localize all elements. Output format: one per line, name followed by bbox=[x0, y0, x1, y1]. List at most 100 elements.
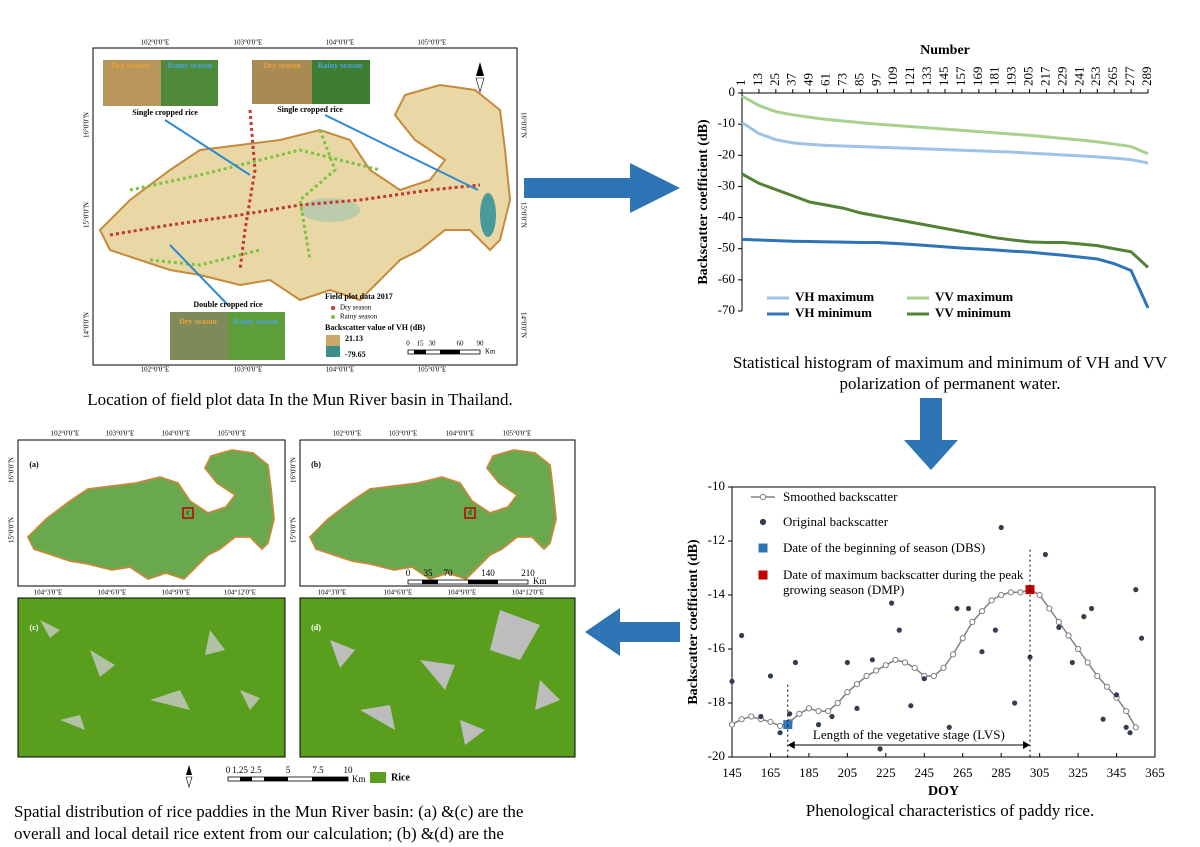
y-tick-label: -40 bbox=[718, 209, 735, 224]
lon-label: 104°9'0"E bbox=[162, 589, 191, 597]
scale-bar bbox=[414, 350, 426, 354]
scale-bar bbox=[264, 777, 288, 781]
flow-arrow bbox=[585, 608, 680, 656]
marker bbox=[1012, 700, 1018, 706]
scale-bar bbox=[440, 350, 460, 354]
lat-label: 15°0'0"N bbox=[290, 517, 298, 543]
north-arrow bbox=[475, 77, 485, 94]
x-tick-label: 289 bbox=[1139, 67, 1154, 87]
marker bbox=[969, 618, 976, 626]
marker bbox=[978, 608, 986, 615]
rice-maps: c d (a) (b) (c) (d) 102°0'0"E 103°0'0"E … bbox=[8, 430, 576, 789]
marker bbox=[877, 746, 883, 752]
north-arrow bbox=[186, 765, 192, 775]
marker bbox=[863, 672, 870, 680]
legend-dot bbox=[331, 306, 335, 310]
arrow-head bbox=[787, 741, 795, 749]
series-line bbox=[741, 94, 1149, 156]
lon-label: 104°12'0"E bbox=[512, 589, 544, 597]
marker bbox=[882, 662, 889, 669]
pointer bbox=[169, 244, 229, 306]
photo-caption: Single cropped rice bbox=[277, 105, 343, 114]
pointer bbox=[164, 119, 251, 176]
series-line bbox=[741, 172, 1150, 269]
marker bbox=[1133, 587, 1139, 593]
scale-label: 60 bbox=[457, 340, 465, 348]
marker bbox=[815, 722, 822, 728]
water bbox=[300, 198, 360, 222]
x-tick-label: 49 bbox=[801, 73, 816, 86]
scale-unit: Km bbox=[485, 348, 496, 356]
marker bbox=[950, 651, 957, 658]
caption: polarization of permanent water. bbox=[840, 374, 1061, 393]
scale-unit: Km bbox=[352, 774, 366, 784]
lon-label: 104°3'0"E bbox=[34, 589, 63, 597]
photo-label: Dry season bbox=[111, 61, 149, 70]
panel-label: (d) bbox=[311, 623, 321, 632]
y-tick-label: -50 bbox=[718, 240, 735, 255]
scale-label: 0 bbox=[406, 340, 410, 348]
marker bbox=[888, 600, 895, 606]
legend-dot bbox=[331, 315, 335, 319]
x-tick-label: 365 bbox=[1145, 765, 1165, 780]
marker bbox=[998, 591, 1005, 599]
x-tick-label: 73 bbox=[834, 73, 849, 86]
non-rice bbox=[330, 610, 560, 745]
lon-label: 103°0'0"E bbox=[234, 39, 263, 47]
x-tick-label: 97 bbox=[868, 73, 883, 87]
marker bbox=[1055, 618, 1062, 626]
marker bbox=[792, 659, 799, 666]
lon-label: 105°0'0"E bbox=[418, 39, 447, 47]
marker bbox=[896, 627, 902, 633]
scale-bar bbox=[422, 580, 438, 584]
photo bbox=[228, 312, 285, 360]
marker bbox=[844, 689, 851, 696]
marker bbox=[729, 678, 735, 685]
x-tick-label: 61 bbox=[818, 73, 833, 86]
marker bbox=[853, 681, 861, 688]
marker bbox=[1127, 730, 1133, 736]
lon-label: 103°0'0"E bbox=[234, 366, 263, 374]
caption: Statistical histogram of maximum and min… bbox=[733, 353, 1168, 372]
marker bbox=[748, 713, 755, 720]
scale-label: 0 bbox=[226, 765, 231, 775]
y-tick-label: -14 bbox=[708, 586, 726, 601]
lat-label: 14°0'0"N bbox=[83, 312, 91, 338]
x-tick-label: 85 bbox=[851, 73, 866, 86]
route bbox=[109, 183, 481, 237]
photo-caption: Single cropped rice bbox=[132, 108, 198, 117]
marker bbox=[738, 716, 745, 723]
x-tick-label: 109 bbox=[885, 67, 900, 87]
flow-arrow bbox=[524, 163, 680, 213]
marker bbox=[728, 721, 736, 728]
lat-label: 14°0'0"N bbox=[519, 312, 527, 338]
y-tick-label: -70 bbox=[718, 302, 735, 317]
y-tick-label: 0 bbox=[729, 84, 736, 99]
marker bbox=[1056, 624, 1062, 631]
series-line bbox=[741, 237, 1150, 309]
scale-label: 2.5 bbox=[250, 765, 262, 775]
x-tick-label: 345 bbox=[1107, 765, 1127, 780]
marker bbox=[1069, 659, 1075, 666]
box-label: c bbox=[186, 509, 189, 517]
lon-label: 104°0'0"E bbox=[162, 430, 191, 438]
marker bbox=[930, 672, 937, 680]
legend-label: Original backscatter bbox=[783, 514, 889, 529]
marker bbox=[1007, 589, 1014, 596]
x-tick-label: 205 bbox=[1021, 67, 1036, 87]
x-tick-label: 145 bbox=[722, 765, 742, 780]
marker bbox=[901, 659, 909, 666]
marker bbox=[1103, 683, 1111, 690]
x-tick-label: 37 bbox=[784, 73, 799, 87]
photo-label: Rainy season bbox=[318, 61, 363, 70]
ramp-label: 21.13 bbox=[345, 334, 363, 343]
series-line bbox=[731, 588, 1137, 728]
series-line bbox=[741, 121, 1149, 165]
x-tick-label: 305 bbox=[1030, 765, 1050, 780]
marker bbox=[844, 659, 850, 666]
marker bbox=[829, 713, 835, 720]
x-tick-label: 325 bbox=[1068, 765, 1088, 780]
marker bbox=[869, 657, 875, 663]
y-axis-label: Backscatter coefficient (dB) bbox=[686, 539, 701, 705]
